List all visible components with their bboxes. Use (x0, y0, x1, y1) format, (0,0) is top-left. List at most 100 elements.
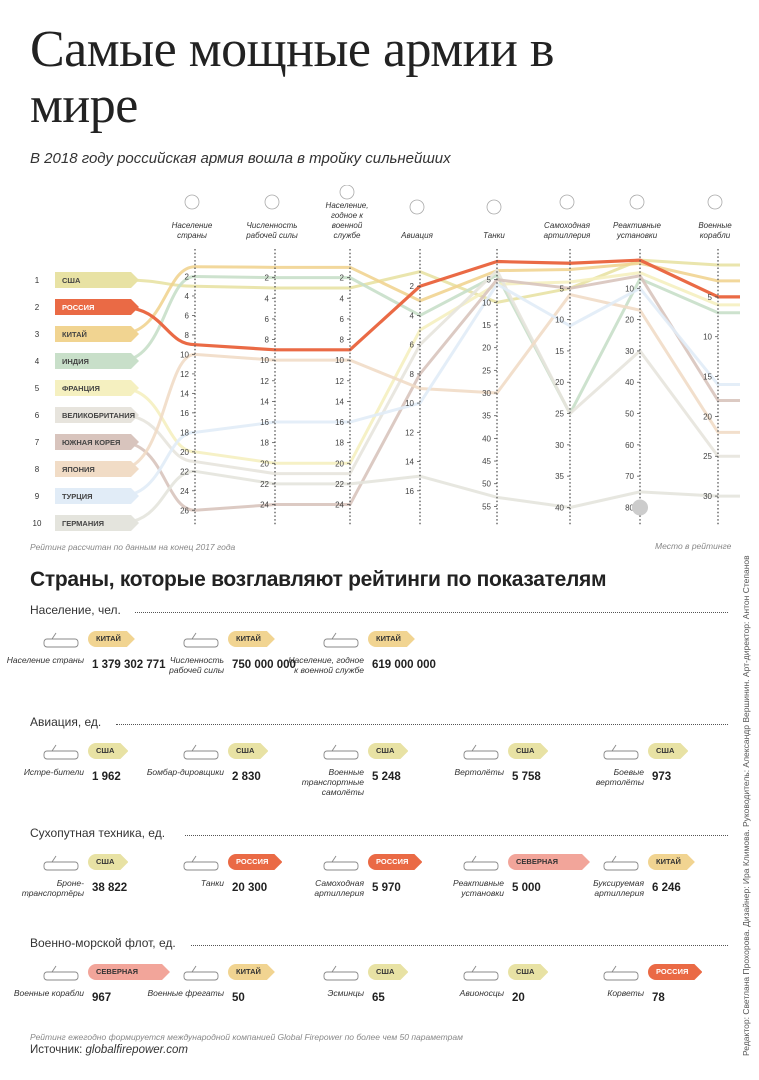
indicator-label: Численность рабочей силы (169, 655, 224, 675)
tick-label: 14 (260, 397, 269, 406)
series-line-1 (119, 258, 740, 304)
leader-tile: США Истре-бители 1 962 (24, 743, 170, 803)
leader-tag: США (228, 743, 268, 759)
indicator-value: 38 822 (92, 882, 128, 894)
tick-label: 40 (625, 378, 634, 387)
leader-tag: США (88, 854, 128, 870)
indicator-value: 20 (512, 992, 525, 1004)
tick-label: 18 (260, 439, 269, 448)
tick-label: 6 (185, 311, 190, 320)
tick-label: 40 (482, 434, 491, 443)
indicator-value: 5 248 (372, 771, 401, 783)
tick-label: 5 (560, 284, 565, 293)
indicator-label: Реактивные установки (453, 878, 504, 898)
tick-label: 15 (703, 373, 712, 382)
tick-label: 22 (180, 467, 189, 476)
indicator-value: 1 379 302 771 (92, 659, 166, 671)
tick-label: 20 (703, 412, 712, 421)
tick-label: 25 (703, 452, 712, 461)
leader-tag: КИТАЙ (368, 631, 415, 647)
indicator-value: 5 970 (372, 882, 401, 894)
indicator-label: Авионосцы (459, 988, 504, 998)
source-link[interactable]: globalfirepower.com (85, 1044, 188, 1056)
axis-header: годное к (331, 211, 364, 220)
tick-label: 2 (340, 274, 345, 283)
axis-header: рабочей силы (245, 231, 298, 240)
country-tag (55, 488, 139, 504)
tick-label: 50 (625, 410, 634, 419)
tick-label: 6 (340, 315, 345, 324)
tick-label: 30 (482, 389, 491, 398)
person-icon (43, 632, 79, 648)
category-divider (191, 945, 728, 946)
place-label: Место в рейтинге (655, 541, 732, 551)
category-title: Население, чел. (30, 603, 121, 617)
indicator-value: 967 (92, 992, 112, 1004)
tick-label: 24 (335, 501, 344, 510)
series-line-4 (119, 273, 740, 416)
tick-label: 55 (482, 502, 491, 511)
tick-label: 24 (260, 501, 269, 510)
leader-tile: КИТАЙ Население, годное к военной службе 6… (288, 631, 450, 691)
indicator-label: Буксируемая артиллерия (593, 878, 644, 898)
tick-label: 22 (260, 480, 269, 489)
bomber-icon (183, 744, 219, 760)
series-line-7 (119, 274, 740, 512)
tick-label: 25 (482, 366, 491, 375)
series-lines (119, 258, 740, 525)
tick-label: 40 (555, 503, 564, 512)
frigate-icon (183, 965, 219, 981)
indicator-value: 973 (652, 771, 672, 783)
tick-label: 24 (180, 487, 189, 496)
rank-number: 2 (35, 303, 40, 312)
tick-label: 8 (265, 336, 270, 345)
leader-tile: США Боевые вертолёты 973 (590, 743, 730, 803)
series-line-5 (119, 271, 740, 465)
leader-tile: США Эсминцы 65 (310, 964, 450, 1024)
leader-tile: США Броне-транспортёры 38 822 (22, 854, 170, 914)
axis-icon (409, 199, 425, 215)
tick-label: 8 (340, 336, 345, 345)
leader-tag: КИТАЙ (228, 964, 275, 980)
leader-tile: США Вертолёты 5 758 (450, 743, 590, 803)
indicator-label: Самоходная артиллерия (314, 878, 364, 898)
country-label: ФРАНЦИЯ (62, 384, 100, 393)
tick-label: 10 (703, 333, 712, 342)
tick-label: 20 (482, 344, 491, 353)
tick-label: 4 (185, 292, 190, 301)
tick-label: 12 (335, 377, 344, 386)
tick-label: 10 (260, 356, 269, 365)
tick-label: 15 (482, 321, 491, 330)
country-label: ВЕЛИКОБРИТАНИЯ (62, 411, 135, 420)
tick-label: 12 (405, 428, 414, 437)
leader-tag: РОССИЯ (228, 854, 282, 870)
axis-icon (559, 194, 575, 210)
tick-label: 16 (335, 418, 344, 427)
axis-header: Танки (483, 231, 505, 240)
tick-label: 14 (180, 389, 189, 398)
axis-header: Реактивные (613, 221, 662, 230)
leader-tile: КИТАЙ Население страны 1 379 302 771 (7, 631, 170, 691)
tank-icon (183, 855, 219, 871)
series-line-8 (119, 293, 740, 471)
axis-icon (707, 194, 723, 210)
country-tag (55, 434, 139, 450)
transport-plane-icon (323, 744, 359, 760)
rank-number: 6 (35, 411, 40, 420)
tick-label: 35 (482, 412, 491, 421)
country-tag (55, 272, 139, 288)
tick-label: 22 (335, 480, 344, 489)
rank-number: 8 (35, 465, 40, 474)
attack-helicopter-icon (603, 744, 639, 760)
leader-tile: КИТАЙ Военные фрегаты 50 (147, 964, 310, 1024)
tick-label: 20 (555, 378, 564, 387)
series-line-6 (119, 269, 740, 476)
indicator-value: 20 300 (232, 882, 268, 894)
axis-header: Самоходная (544, 221, 591, 230)
country-label: ГЕРМАНИЯ (62, 519, 104, 528)
tick-label: 50 (482, 480, 491, 489)
leader-tag: США (648, 743, 688, 759)
tick-label: 20 (625, 316, 634, 325)
axis-header: Население (172, 221, 213, 230)
place-marker (632, 499, 648, 516)
